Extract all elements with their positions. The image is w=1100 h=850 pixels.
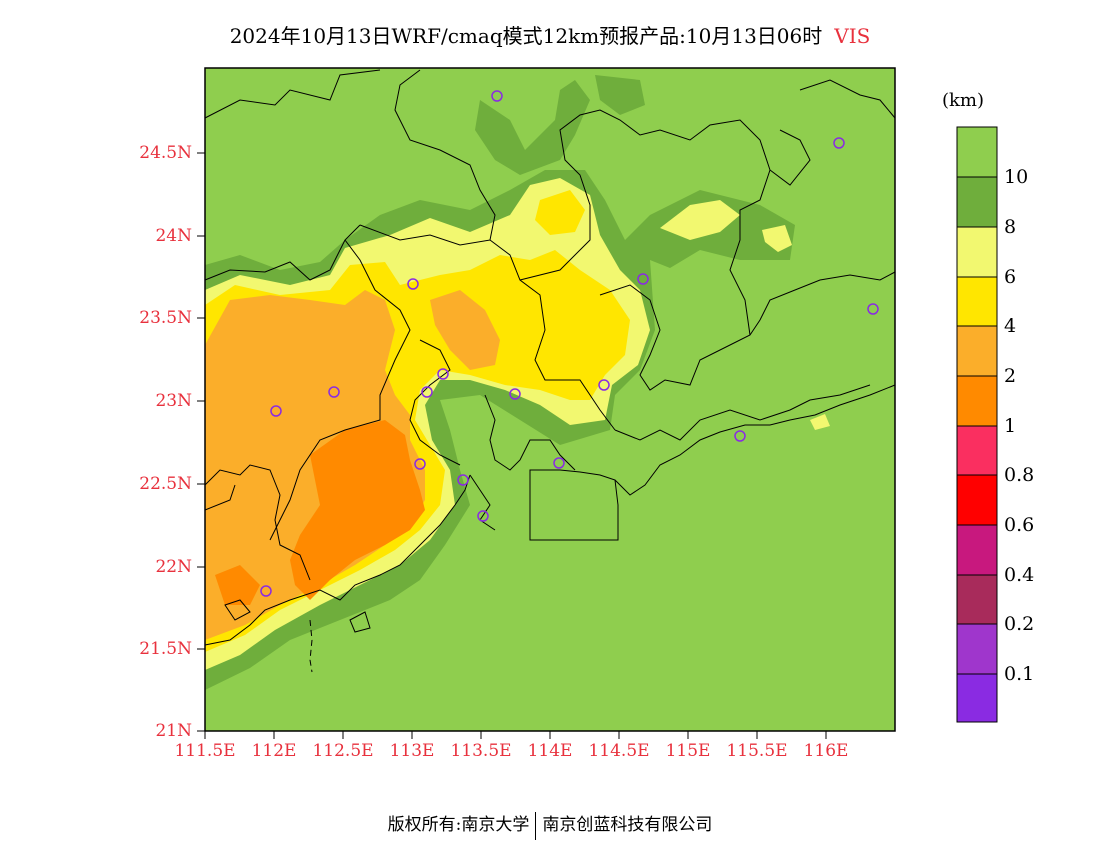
credit-company: 南京创蓝科技有限公司 [542, 815, 713, 835]
colorbar-swatch [956, 325, 998, 377]
lat-label: 23N [155, 391, 192, 411]
variable-label: VIS [834, 24, 871, 48]
coastline [204, 384, 896, 673]
colorbar-label: 0.2 [1004, 613, 1035, 635]
vis-1km-zone [290, 420, 425, 600]
station-marker [421, 386, 433, 398]
station-marker [414, 458, 426, 470]
colorbar-swatch [956, 176, 998, 228]
station-marker [328, 386, 340, 398]
station-marker [477, 510, 489, 522]
colorbar-label: 6 [1004, 266, 1017, 288]
lat-label: 22N [155, 557, 192, 577]
station-markers [260, 90, 879, 597]
vis-4km-north [535, 190, 585, 235]
province-boundaries [204, 69, 896, 581]
station-marker [437, 368, 449, 380]
vis-2km-north [430, 290, 500, 370]
colorbar-label: 8 [1004, 216, 1017, 238]
lat-label: 21N [155, 721, 192, 741]
credit-line: 版权所有:南京大学 南京创蓝科技有限公司 [0, 810, 1100, 840]
station-marker [260, 585, 272, 597]
station-marker [553, 457, 565, 469]
colorbar-label: 0.6 [1004, 514, 1035, 536]
station-marker [270, 405, 282, 417]
vis-1km-west [215, 565, 260, 605]
station-marker [457, 474, 469, 486]
colorbar-swatch [956, 375, 998, 427]
lon-label: 112.5E [312, 741, 374, 761]
title-text: 2024年10月13日WRF/cmaq模式12km预报产品:10月13日06时 [229, 24, 823, 48]
lon-label: 111.5E [174, 741, 236, 761]
colorbar-swatch [956, 524, 998, 576]
lon-label: 113.5E [450, 741, 512, 761]
vis-6km-east2 [762, 225, 792, 252]
colorbar-label: 2 [1004, 365, 1017, 387]
lon-label: 114E [527, 741, 573, 761]
colorbar-swatch [956, 425, 998, 476]
credit-divider [535, 811, 537, 840]
lon-label: 113E [389, 741, 435, 761]
lat-label: 24.5N [139, 143, 192, 163]
vis-6km-east [660, 200, 740, 240]
lat-label: 23.5N [139, 308, 192, 328]
colorbar-swatch [956, 226, 998, 278]
lat-label: 21.5N [139, 639, 192, 659]
colorbar-label: 1 [1004, 415, 1017, 437]
colorbar-swatch [956, 673, 998, 723]
credit-owner: 版权所有:南京大学 [387, 815, 530, 835]
colorbar-swatch [956, 474, 998, 526]
station-marker [637, 273, 649, 285]
axis-ticks [197, 152, 827, 739]
map-title: 2024年10月13日WRF/cmaq模式12km预报产品:10月13日06时 V… [0, 20, 1100, 49]
lon-label: 114.5E [588, 741, 650, 761]
lon-label: 112E [251, 741, 297, 761]
station-marker [407, 278, 419, 290]
colorbar-label: 0.4 [1004, 564, 1035, 586]
colorbar-swatch [956, 126, 998, 178]
vis-8km-ne [595, 75, 645, 115]
station-marker [491, 90, 503, 102]
station-marker [867, 303, 879, 315]
station-marker [509, 388, 521, 400]
colorbar [956, 126, 998, 723]
station-marker [833, 137, 845, 149]
lon-label: 116E [803, 741, 849, 761]
lon-label: 115.5E [726, 741, 788, 761]
colorbar-label: 4 [1004, 315, 1017, 337]
colorbar-label: 0.8 [1004, 464, 1035, 486]
colorbar-label: 10 [1004, 166, 1029, 188]
colorbar-label: 0.1 [1004, 663, 1035, 685]
map-plot-area [197, 67, 896, 739]
lat-label: 24N [155, 226, 192, 246]
lon-label: 115E [665, 741, 711, 761]
colorbar-swatch [956, 623, 998, 675]
colorbar-swatch [956, 276, 998, 327]
vis-6km-coast [810, 414, 830, 430]
colorbar-unit: (km) [942, 90, 985, 111]
lat-label: 22.5N [139, 474, 192, 494]
colorbar-swatch [956, 574, 998, 625]
station-marker [734, 430, 746, 442]
station-marker [598, 379, 610, 391]
vis-8km-north [475, 80, 590, 175]
